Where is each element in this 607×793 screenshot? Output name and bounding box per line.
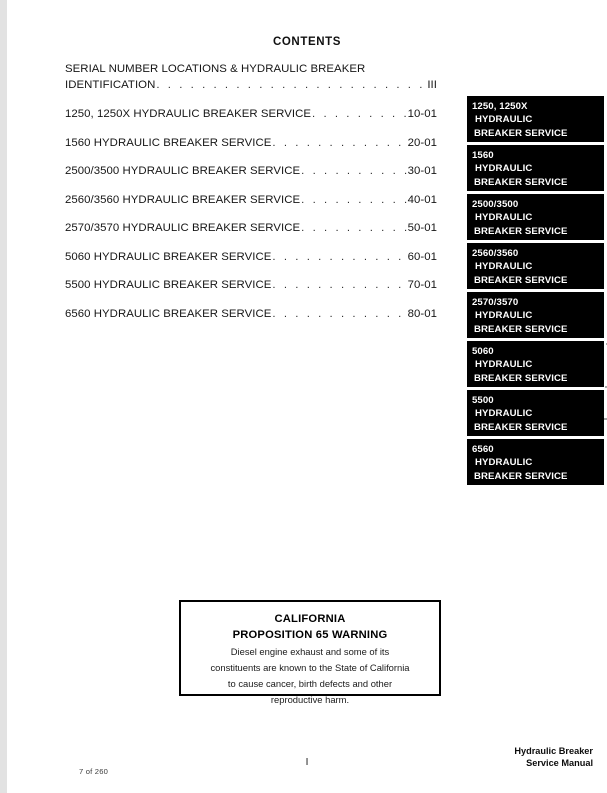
section-tab-line: BREAKER SERVICE (474, 127, 568, 139)
toc-entry-page: 50-01 (407, 222, 437, 234)
toc-entry-row: 5500 HYDRAULIC BREAKER SERVICE 70-01 (65, 278, 437, 294)
table-of-contents: SERIAL NUMBER LOCATIONS & HYDRAULIC BREA… (65, 62, 437, 335)
section-tab-line: BREAKER SERVICE (474, 372, 568, 384)
california-prop-65-warning-box: CALIFORNIA PROPOSITION 65 WARNING Diesel… (179, 600, 441, 705)
toc-entry[interactable]: 5500 HYDRAULIC BREAKER SERVICE 70-01 (65, 278, 437, 294)
section-tab-line: BREAKER SERVICE (474, 176, 568, 188)
toc-entry-page: 60-01 (407, 250, 437, 263)
section-tab-line: 2570/3570 (472, 297, 519, 308)
toc-entry-page: III (427, 78, 437, 91)
toc-entry-row: 1250, 1250X HYDRAULIC BREAKER SERVICE 10-… (65, 107, 437, 123)
toc-entry-title: 6560 HYDRAULIC BREAKER SERVICE (65, 307, 272, 320)
toc-entry[interactable]: 6560 HYDRAULIC BREAKER SERVICE 80-01 (65, 307, 437, 323)
section-tab[interactable]: 2560/3560 HYDRAULIC BREAKER SERVICE (467, 243, 604, 289)
section-tab-line: 1560 (472, 150, 494, 161)
toc-dot-leader (312, 107, 407, 123)
toc-dot-leader (272, 307, 406, 323)
document-page: CONTENTS SERIAL NUMBER LOCATIONS & HYDRA… (7, 0, 607, 793)
toc-dot-leader (301, 164, 406, 180)
toc-entry-title: 2500/3500 HYDRAULIC BREAKER SERVICE (65, 165, 301, 177)
toc-entry-title: 5500 HYDRAULIC BREAKER SERVICE (65, 279, 272, 291)
toc-entry[interactable]: 1250, 1250X HYDRAULIC BREAKER SERVICE 10-… (65, 107, 437, 123)
section-tab-line: HYDRAULIC (475, 114, 533, 126)
toc-entry[interactable]: 5060 HYDRAULIC BREAKER SERVICE 60-01 (65, 250, 437, 266)
section-tab[interactable]: 2570/3570 HYDRAULIC BREAKER SERVICE (467, 292, 604, 338)
prop65-body-line-1: Diesel engine exhaust and some of its (230, 646, 390, 657)
toc-entry-page: 80-01 (407, 307, 437, 320)
toc-entry-title: IDENTIFICATION (65, 78, 156, 91)
scan-artifact (605, 386, 607, 388)
section-tab[interactable]: 1560 HYDRAULIC BREAKER SERVICE (467, 145, 604, 191)
scan-page-indicator: 7 of 260 (79, 767, 109, 776)
page-title: CONTENTS (272, 36, 342, 48)
toc-entry-title: 1560 HYDRAULIC BREAKER SERVICE (65, 136, 272, 149)
scan-artifact (604, 418, 607, 420)
section-tab-line: HYDRAULIC (475, 163, 533, 175)
section-tab-line: 6560 (472, 444, 494, 455)
section-tab-line: HYDRAULIC (475, 261, 533, 273)
section-tab-line: HYDRAULIC (475, 212, 533, 224)
toc-dot-leader (301, 193, 406, 209)
toc-entry[interactable]: 2560/3560 HYDRAULIC BREAKER SERVICE 40-01 (65, 193, 437, 209)
toc-dot-leader (272, 250, 406, 266)
toc-entry-page: 40-01 (407, 193, 437, 206)
toc-entry[interactable]: 2500/3500 HYDRAULIC BREAKER SERVICE 30-01 (65, 164, 437, 180)
section-tab-line: BREAKER SERVICE (474, 274, 568, 286)
toc-entry[interactable]: 2570/3570 HYDRAULIC BREAKER SERVICE 50-01 (65, 221, 437, 237)
section-tab[interactable]: 5060 HYDRAULIC BREAKER SERVICE (467, 341, 604, 387)
toc-dot-leader (272, 278, 406, 294)
section-tab-line: BREAKER SERVICE (474, 470, 568, 482)
section-tab-strip: 1250, 1250X HYDRAULIC BREAKER SERVICE 1560 H… (467, 96, 607, 488)
toc-entry-row: 2560/3560 HYDRAULIC BREAKER SERVICE 40-01 (65, 193, 437, 209)
toc-entry[interactable]: 1560 HYDRAULIC BREAKER SERVICE 20-01 (65, 136, 437, 152)
prop65-body-line-3: to cause cancer, birth defects and other (227, 678, 393, 689)
toc-entry-page: 70-01 (407, 279, 437, 291)
toc-entry-title: 5060 HYDRAULIC BREAKER SERVICE (65, 250, 272, 263)
section-tab-line: BREAKER SERVICE (474, 421, 568, 433)
section-tab-line: HYDRAULIC (475, 408, 533, 420)
toc-entry-title: SERIAL NUMBER LOCATIONS & HYDRAULIC BREA… (65, 63, 366, 75)
toc-entry-title: 2560/3560 HYDRAULIC BREAKER SERVICE (65, 193, 301, 206)
section-tab-line: 2560/3560 (472, 248, 519, 259)
toc-entry-title: 2570/3570 HYDRAULIC BREAKER SERVICE (65, 222, 301, 234)
manual-title-line-2: Service Manual (526, 757, 593, 768)
toc-dot-leader (301, 221, 406, 237)
prop65-body-line-2: constituents are known to the State of C… (210, 662, 410, 673)
section-tab[interactable]: 1250, 1250X HYDRAULIC BREAKER SERVICE (467, 96, 604, 142)
section-tab-line: HYDRAULIC (475, 457, 533, 469)
toc-entry-page: 10-01 (407, 108, 437, 120)
toc-entry-row: 1560 HYDRAULIC BREAKER SERVICE 20-01 (65, 136, 437, 152)
section-tab[interactable]: 5500 HYDRAULIC BREAKER SERVICE (467, 390, 604, 436)
toc-entry-page: 20-01 (407, 136, 437, 149)
section-tab-line: 1250, 1250X (472, 101, 528, 112)
section-tab-line: 5060 (472, 346, 494, 357)
toc-entry[interactable]: SERIAL NUMBER LOCATIONS & HYDRAULIC BREA… (65, 62, 437, 93)
toc-entry-page: 30-01 (407, 165, 437, 177)
page-number: I (305, 757, 309, 768)
manual-title-footer: Hydraulic Breaker Service Manual (514, 746, 593, 769)
prop65-heading-line-1: CALIFORNIA (274, 613, 346, 625)
section-tab[interactable]: 6560 HYDRAULIC BREAKER SERVICE (467, 439, 604, 485)
section-tab-line: 5500 (472, 395, 494, 406)
section-tab-line: HYDRAULIC (475, 359, 533, 371)
toc-entry-row: 5060 HYDRAULIC BREAKER SERVICE 60-01 (65, 250, 437, 266)
manual-title-line-1: Hydraulic Breaker (514, 746, 593, 756)
prop65-body-line-4: reproductive harm. (270, 694, 350, 705)
section-tab-line: 2500/3500 (472, 199, 519, 210)
section-tab[interactable]: 2500/3500 HYDRAULIC BREAKER SERVICE (467, 194, 604, 240)
toc-entry-row: 2570/3570 HYDRAULIC BREAKER SERVICE 50-01 (65, 221, 437, 237)
prop65-heading-line-2: PROPOSITION 65 WARNING (232, 629, 388, 641)
toc-entry-row: 2500/3500 HYDRAULIC BREAKER SERVICE 30-01 (65, 164, 437, 180)
toc-entry-row: 6560 HYDRAULIC BREAKER SERVICE 80-01 (65, 307, 437, 323)
toc-entry-row: IDENTIFICATION III (65, 78, 437, 94)
section-tab-line: BREAKER SERVICE (474, 225, 568, 237)
section-tab-line: HYDRAULIC (475, 310, 533, 322)
toc-dot-leader (156, 78, 426, 94)
section-tab-line: BREAKER SERVICE (474, 323, 568, 335)
toc-dot-leader (272, 136, 406, 152)
toc-entry-title: 1250, 1250X HYDRAULIC BREAKER SERVICE (65, 108, 312, 120)
